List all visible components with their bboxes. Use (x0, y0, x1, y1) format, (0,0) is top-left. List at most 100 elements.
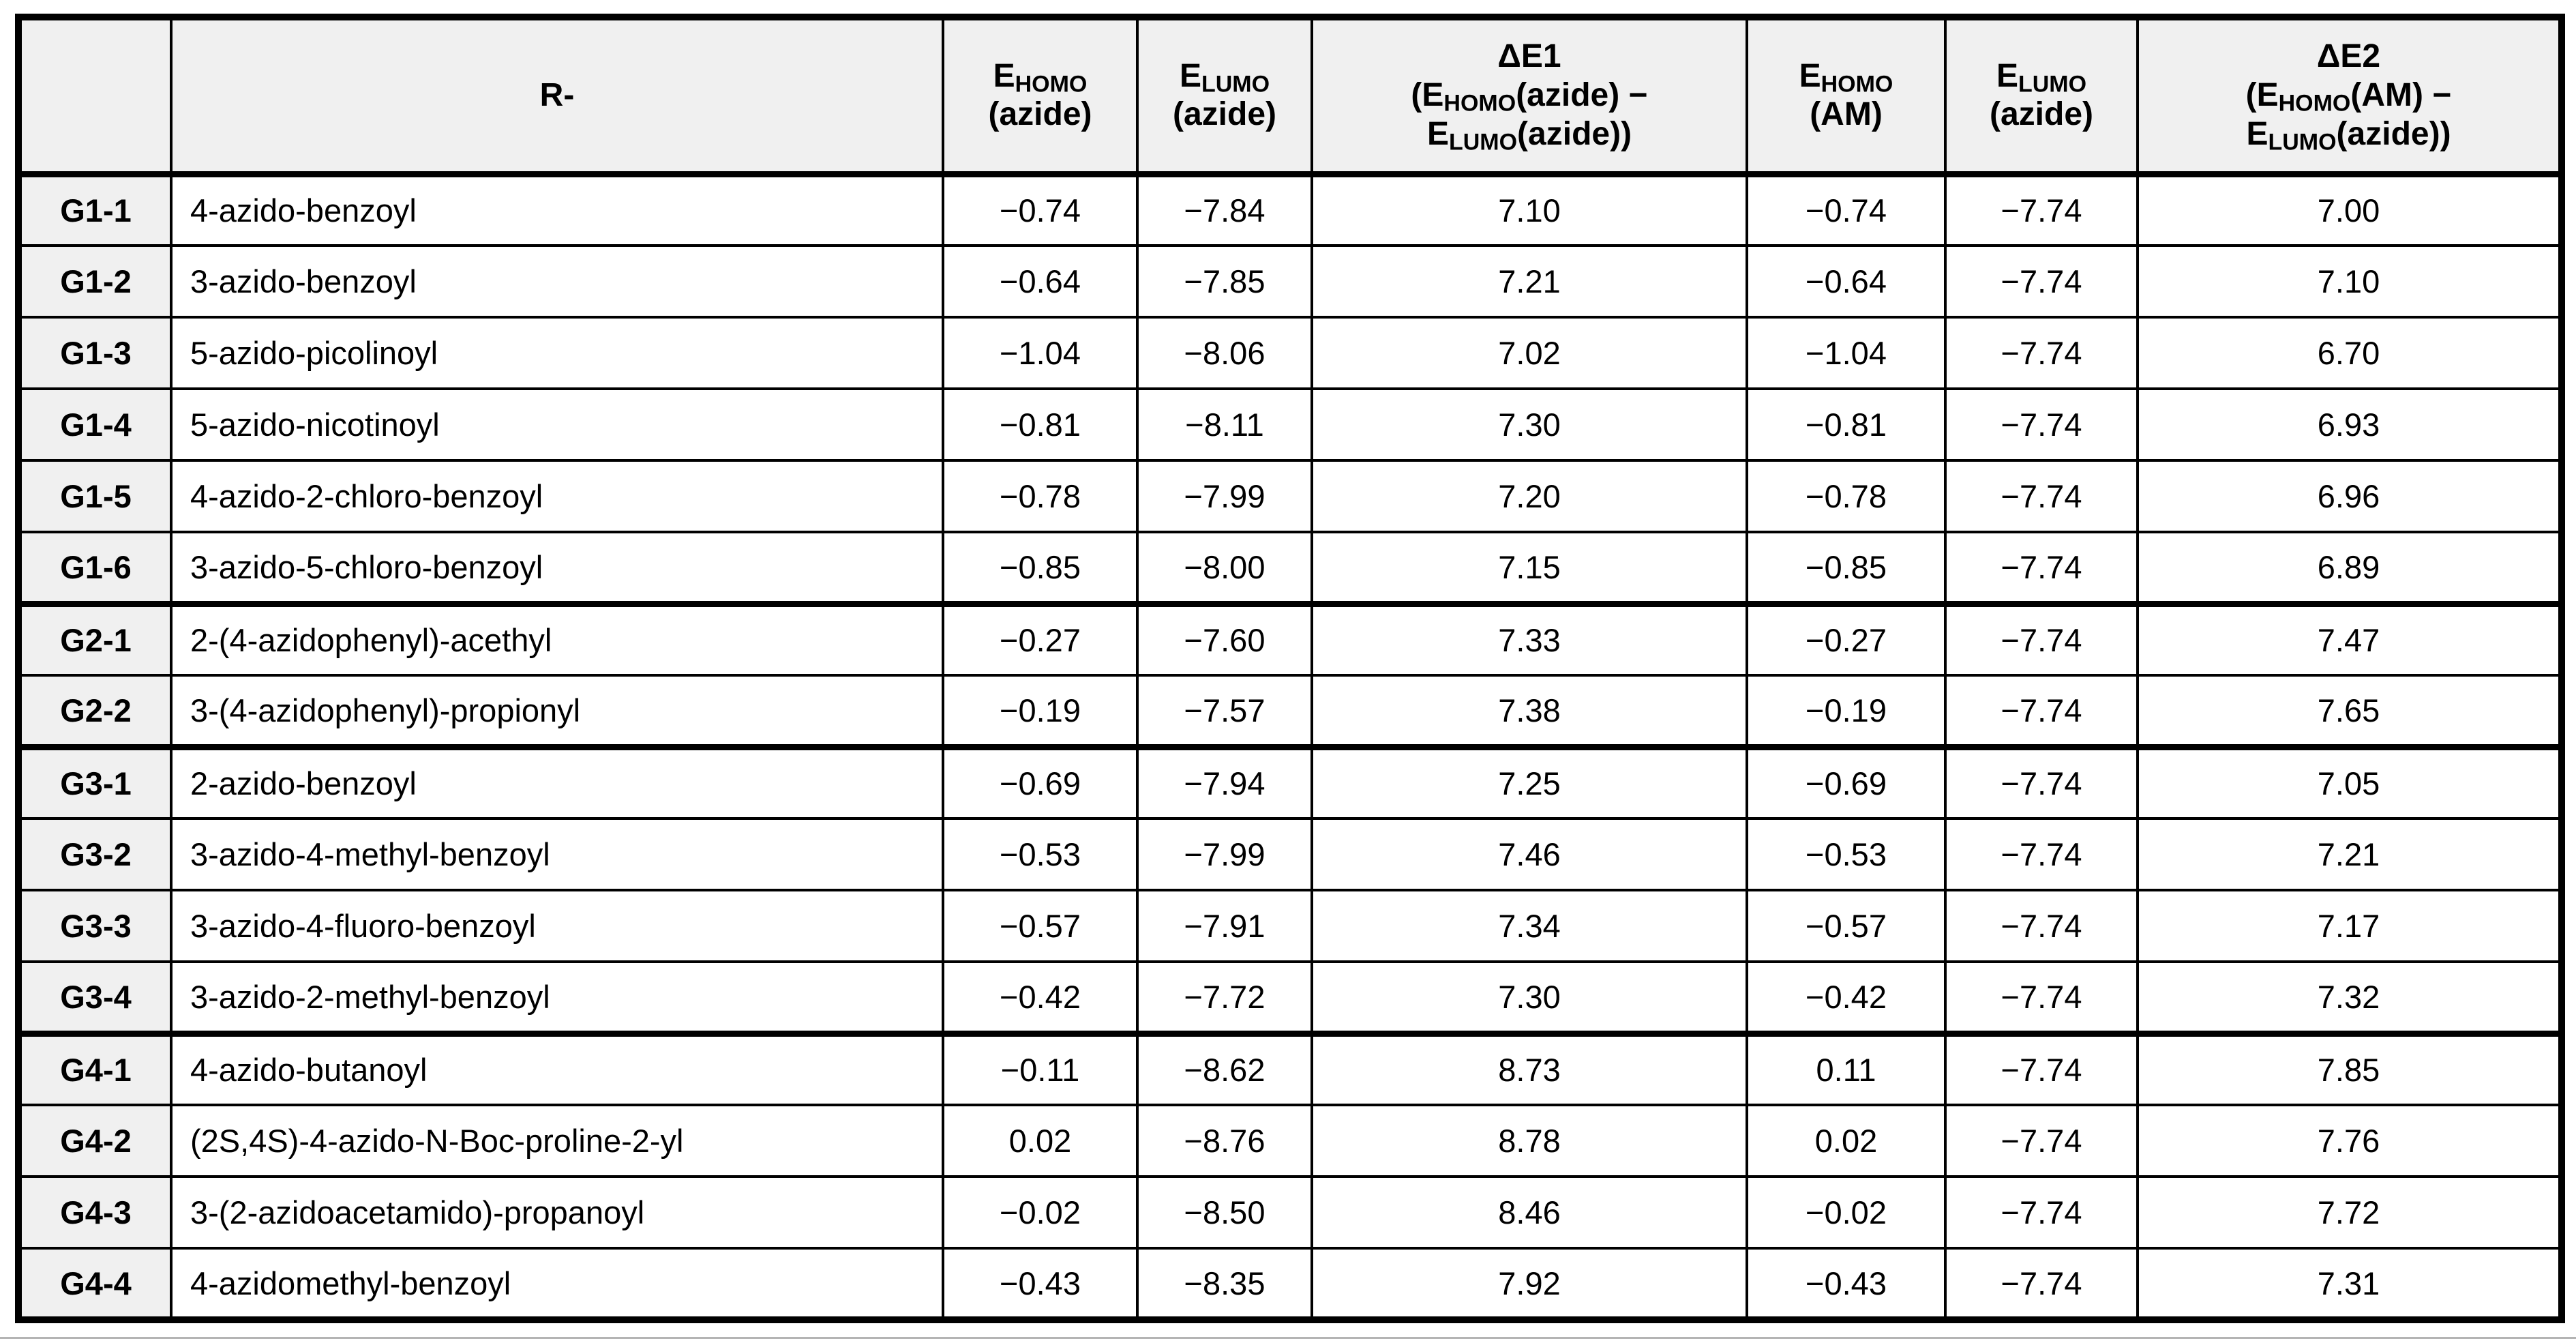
table-row: G3-3 3-azido-4-fluoro-benzoyl −0.57 −7.9… (17, 889, 2563, 963)
value-elumo-azide-2: −7.74 (1944, 1247, 2139, 1321)
r-group-name: 3-azido-4-methyl-benzoyl (170, 817, 944, 891)
r-group-name: 4-azido-butanoyl (170, 1030, 944, 1106)
value-elumo-azide-2: −7.74 (1944, 244, 2139, 319)
table-row: G1-6 3-azido-5-chloro-benzoyl −0.85 −8.0… (17, 531, 2563, 605)
r-group-name: 5-azido-nicotinoyl (170, 387, 944, 462)
table-row: G1-1 4-azido-benzoyl −0.74 −7.84 7.10 −0… (17, 173, 2563, 247)
table-row: G3-1 2-azido-benzoyl −0.69 −7.94 7.25 −0… (17, 743, 2563, 820)
value-ehomo-azide: −0.43 (942, 1247, 1139, 1321)
value-ehomo-am: −0.43 (1746, 1247, 1947, 1321)
row-id: G3-1 (17, 743, 173, 820)
value-ehomo-azide: −0.53 (942, 817, 1139, 891)
value-de1: 8.46 (1311, 1175, 1748, 1250)
value-ehomo-am: −1.04 (1746, 316, 1947, 390)
r-group-name: 2-azido-benzoyl (170, 743, 944, 820)
value-ehomo-am: −0.74 (1746, 173, 1947, 247)
value-elumo-azide: −7.84 (1136, 173, 1313, 247)
value-elumo-azide: −8.76 (1136, 1104, 1313, 1178)
value-ehomo-azide: −0.85 (942, 531, 1139, 605)
table-row: G1-2 3-azido-benzoyl −0.64 −7.85 7.21 −0… (17, 244, 2563, 319)
value-de1: 8.73 (1311, 1030, 1748, 1106)
row-id: G1-4 (17, 387, 173, 462)
value-de2: 6.93 (2136, 387, 2563, 462)
value-elumo-azide: −7.99 (1136, 817, 1313, 891)
value-elumo-azide-2: −7.74 (1944, 600, 2139, 677)
row-id: G4-1 (17, 1030, 173, 1106)
value-de2: 7.47 (2136, 600, 2563, 677)
value-ehomo-am: −0.64 (1746, 244, 1947, 319)
value-de2: 6.89 (2136, 531, 2563, 605)
col-header-elumo-azide-2: ELUMO (azide) (1944, 16, 2139, 177)
value-elumo-azide: −8.50 (1136, 1175, 1313, 1250)
value-de1: 7.30 (1311, 387, 1748, 462)
value-de1: 7.92 (1311, 1247, 1748, 1321)
value-elumo-azide-2: −7.74 (1944, 531, 2139, 605)
table-row: G3-4 3-azido-2-methyl-benzoyl −0.42 −7.7… (17, 960, 2563, 1035)
value-elumo-azide: −8.62 (1136, 1030, 1313, 1106)
value-de2: 7.32 (2136, 960, 2563, 1035)
r-group-name: (2S,4S)-4-azido-N-Boc-proline-2-yl (170, 1104, 944, 1178)
row-id: G4-2 (17, 1104, 173, 1178)
value-elumo-azide: −7.99 (1136, 459, 1313, 533)
value-de1: 7.33 (1311, 600, 1748, 677)
col-header-de1: ΔE1 (EHOMO(azide) − ELUMO(azide)) (1311, 16, 1748, 177)
value-de2: 7.76 (2136, 1104, 2563, 1178)
value-elumo-azide: −8.06 (1136, 316, 1313, 390)
value-ehomo-am: −0.57 (1746, 889, 1947, 963)
r-group-name: 3-azido-5-chloro-benzoyl (170, 531, 944, 605)
value-ehomo-azide: −0.64 (942, 244, 1139, 319)
value-ehomo-azide: −0.69 (942, 743, 1139, 820)
value-elumo-azide: −7.85 (1136, 244, 1313, 319)
value-elumo-azide: −7.72 (1136, 960, 1313, 1035)
r-group-name: 3-(4-azidophenyl)-propionyl (170, 674, 944, 748)
value-ehomo-am: −0.19 (1746, 674, 1947, 748)
r-group-name: 3-azido-4-fluoro-benzoyl (170, 889, 944, 963)
table-row: G1-5 4-azido-2-chloro-benzoyl −0.78 −7.9… (17, 459, 2563, 533)
value-de2: 7.10 (2136, 244, 2563, 319)
energy-table: R- EHOMO (azide) ELUMO (azide) ΔE1 (EHOM… (15, 14, 2565, 1323)
value-de2: 7.72 (2136, 1175, 2563, 1250)
value-ehomo-azide: −0.78 (942, 459, 1139, 533)
value-de1: 7.25 (1311, 743, 1748, 820)
value-ehomo-am: −0.42 (1746, 960, 1947, 1035)
row-id: G1-5 (17, 459, 173, 533)
value-ehomo-am: −0.85 (1746, 531, 1947, 605)
col-header-r: R- (170, 16, 944, 177)
value-de2: 7.05 (2136, 743, 2563, 820)
value-elumo-azide-2: −7.74 (1944, 960, 2139, 1035)
value-ehomo-azide: −0.19 (942, 674, 1139, 748)
value-de1: 8.78 (1311, 1104, 1748, 1178)
header-row: R- EHOMO (azide) ELUMO (azide) ΔE1 (EHOM… (17, 16, 2563, 177)
r-group-name: 5-azido-picolinoyl (170, 316, 944, 390)
r-group-name: 3-(2-azidoacetamido)-propanoyl (170, 1175, 944, 1250)
value-de2: 7.00 (2136, 173, 2563, 247)
row-id: G4-4 (17, 1247, 173, 1321)
value-de1: 7.30 (1311, 960, 1748, 1035)
value-ehomo-am: 0.02 (1746, 1104, 1947, 1178)
value-ehomo-am: −0.53 (1746, 817, 1947, 891)
value-ehomo-am: −0.02 (1746, 1175, 1947, 1250)
value-ehomo-am: 0.11 (1746, 1030, 1947, 1106)
value-de2: 7.31 (2136, 1247, 2563, 1321)
r-group-name: 3-azido-benzoyl (170, 244, 944, 319)
value-elumo-azide: −8.35 (1136, 1247, 1313, 1321)
value-elumo-azide-2: −7.74 (1944, 674, 2139, 748)
value-de1: 7.15 (1311, 531, 1748, 605)
value-ehomo-am: −0.78 (1746, 459, 1947, 533)
value-elumo-azide: −7.57 (1136, 674, 1313, 748)
value-elumo-azide-2: −7.74 (1944, 459, 2139, 533)
table-row: G1-3 5-azido-picolinoyl −1.04 −8.06 7.02… (17, 316, 2563, 390)
value-ehomo-am: −0.27 (1746, 600, 1947, 677)
value-de2: 7.21 (2136, 817, 2563, 891)
table-row: G4-1 4-azido-butanoyl −0.11 −8.62 8.73 0… (17, 1030, 2563, 1106)
table-row: G4-4 4-azidomethyl-benzoyl −0.43 −8.35 7… (17, 1247, 2563, 1321)
value-de1: 7.02 (1311, 316, 1748, 390)
value-elumo-azide-2: −7.74 (1944, 1175, 2139, 1250)
corner-cell (17, 16, 173, 177)
value-de2: 6.70 (2136, 316, 2563, 390)
value-de1: 7.20 (1311, 459, 1748, 533)
page-edge-line (0, 1337, 2576, 1339)
value-de2: 7.17 (2136, 889, 2563, 963)
value-ehomo-am: −0.81 (1746, 387, 1947, 462)
value-de1: 7.21 (1311, 244, 1748, 319)
